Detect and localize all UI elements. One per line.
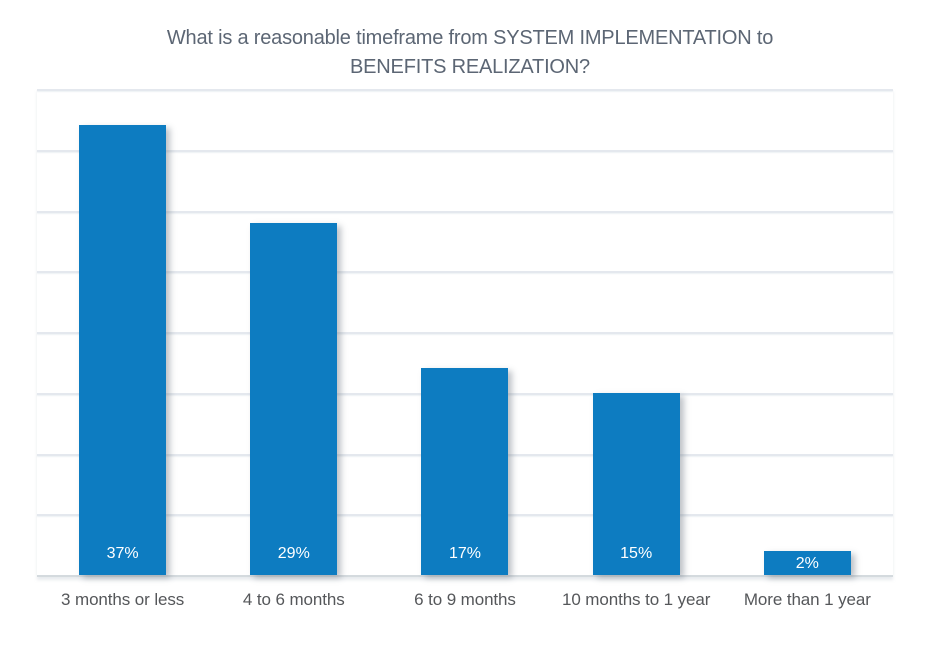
category-label: 10 months to 1 year [561, 590, 711, 609]
gridline [37, 210, 893, 213]
category-label: 3 months or less [61, 590, 185, 609]
bars-row: 37% 29% 17% 15% 2% [37, 89, 893, 575]
bar: 17% [421, 368, 509, 575]
bar-slot: 2% [722, 89, 893, 575]
bar: 2% [763, 550, 851, 575]
bar-value-label: 37% [106, 545, 139, 562]
plot-area: 37% 29% 17% 15% 2% [37, 89, 893, 577]
category-label: 4 to 6 months [242, 590, 345, 609]
gridline [37, 149, 893, 152]
bar-slot: 29% [208, 89, 379, 575]
bar: 15% [592, 392, 680, 575]
gridline [37, 89, 893, 91]
category-label: More than 1 year [743, 590, 871, 609]
bar-slot: 37% [37, 89, 208, 575]
bar-value-label: 2% [795, 555, 819, 572]
gridline [37, 332, 893, 334]
gridline [37, 271, 893, 274]
bar-slot: 15% [551, 89, 722, 575]
bar: 29% [250, 222, 338, 575]
bar: 37% [79, 125, 167, 575]
bar-value-label: 29% [277, 545, 310, 562]
bar-slot: 17% [379, 89, 550, 575]
chart-title: What is a reasonable timeframe from SYST… [166, 27, 774, 78]
category-label: 6 to 9 months [414, 590, 516, 609]
bar-value-label: 15% [620, 545, 653, 562]
category-axis-labels: 3 months or less 4 to 6 months 6 to 9 mont… [37, 589, 893, 611]
bar-value-label: 17% [448, 545, 481, 562]
